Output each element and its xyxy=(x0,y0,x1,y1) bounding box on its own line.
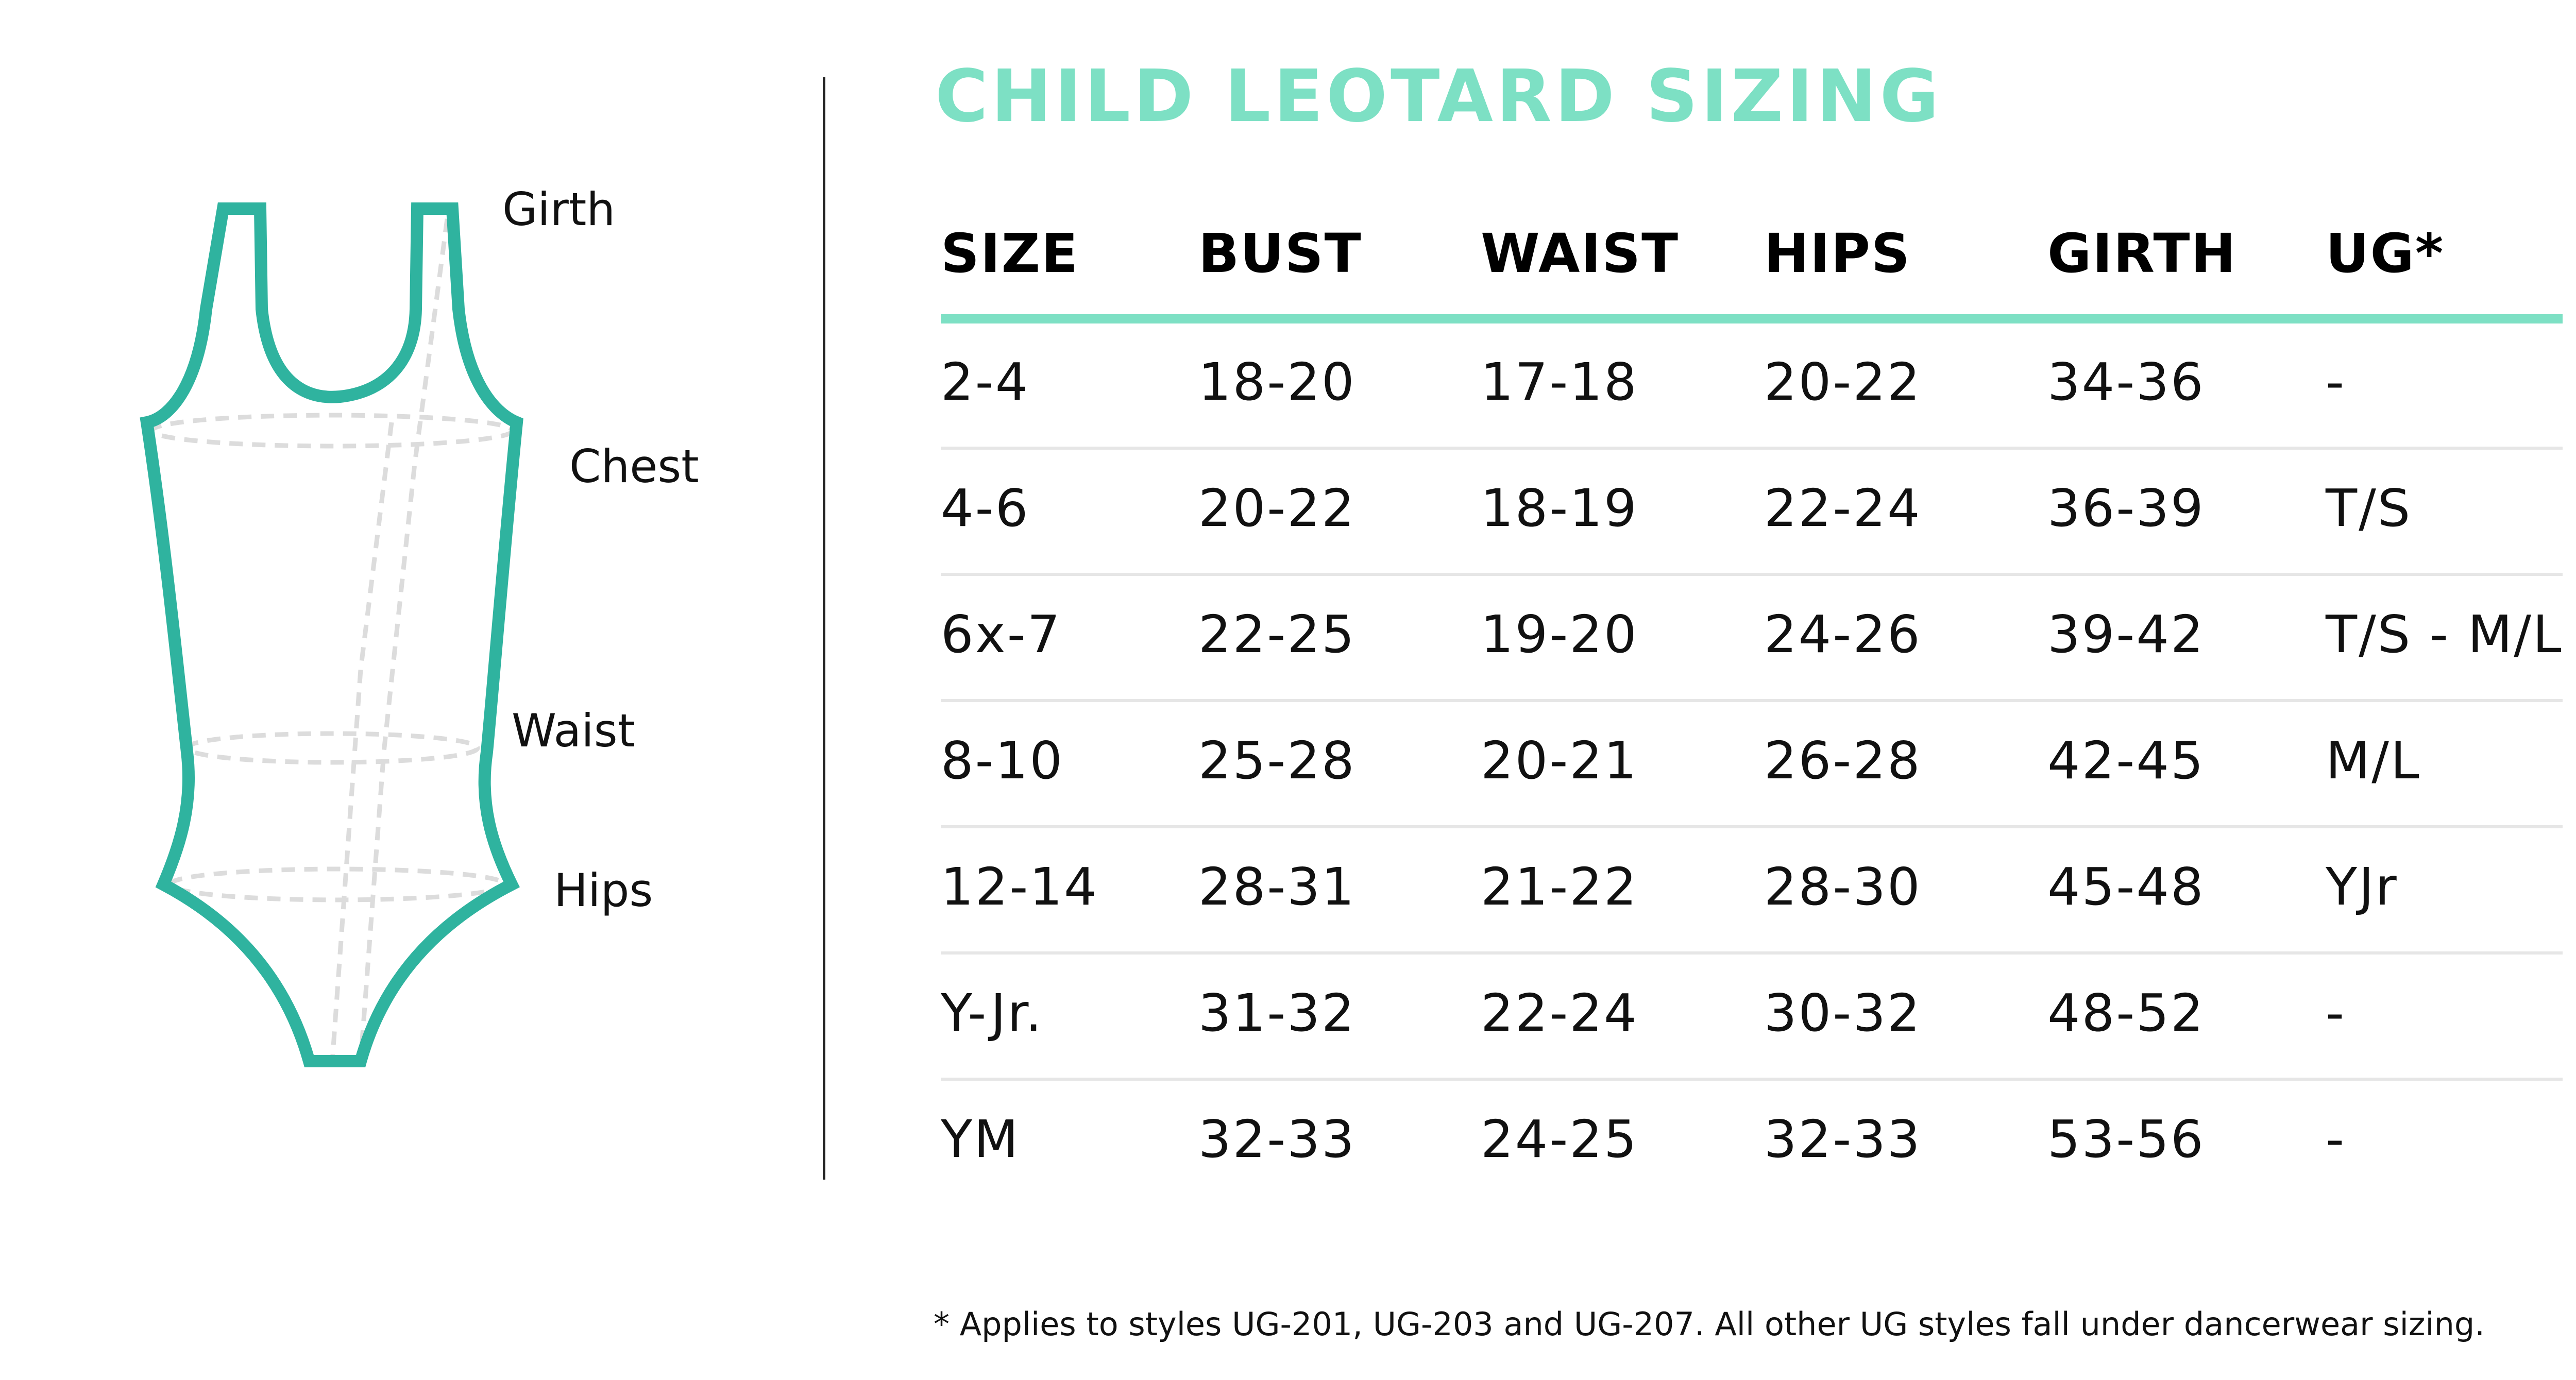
leotard-diagram: Girth Chest Waist Hips xyxy=(0,0,824,1380)
cell-size: Y-Jr. xyxy=(941,983,1044,1043)
cell-ug: - xyxy=(2326,983,2346,1043)
size-table: SIZE BUST WAIST HIPS GIRTH UG* 2-4 18-20… xyxy=(941,211,2563,1207)
hips-label: Hips xyxy=(554,864,653,917)
table-row: YM 32-33 24-25 32-33 53-56 - xyxy=(941,1081,2563,1207)
footnote: * Applies to styles UG-201, UG-203 and U… xyxy=(934,1305,2485,1343)
cell-hips: 28-30 xyxy=(1764,857,1922,917)
cell-bust: 32-33 xyxy=(1198,1109,1356,1169)
header-waist: WAIST xyxy=(1481,222,1680,285)
cell-ug: T/S - M/L xyxy=(2326,604,2563,665)
page-title: CHILD LEOTARD SIZING xyxy=(935,55,1942,139)
header-accent-line xyxy=(941,314,2563,323)
cell-waist: 19-20 xyxy=(1481,604,1638,665)
leotard-outline-icon xyxy=(140,202,523,1067)
header-hips: HIPS xyxy=(1764,222,1911,285)
table-row: 12-14 28-31 21-22 28-30 45-48 YJr xyxy=(941,828,2563,955)
cell-ug: - xyxy=(2326,1109,2346,1169)
cell-bust: 22-25 xyxy=(1198,604,1356,665)
header-size: SIZE xyxy=(941,222,1079,285)
cell-bust: 28-31 xyxy=(1198,857,1356,917)
table-header: SIZE BUST WAIST HIPS GIRTH UG* xyxy=(941,211,2563,314)
cell-hips: 20-22 xyxy=(1764,352,1922,412)
cell-girth: 34-36 xyxy=(2047,352,2205,412)
cell-hips: 24-26 xyxy=(1764,604,1922,665)
cell-size: 8-10 xyxy=(941,730,1064,791)
cell-ug: T/S xyxy=(2326,478,2412,538)
waist-label: Waist xyxy=(512,704,636,757)
girth-guide-right xyxy=(358,218,450,1062)
chest-label: Chest xyxy=(569,440,699,493)
leotard-body-outline xyxy=(140,202,523,1067)
cell-bust: 18-20 xyxy=(1198,352,1356,412)
cell-hips: 22-24 xyxy=(1764,478,1922,538)
cell-hips: 26-28 xyxy=(1764,730,1922,791)
vertical-divider xyxy=(823,77,825,1180)
girth-label: Girth xyxy=(502,183,616,236)
header-bust: BUST xyxy=(1198,222,1362,285)
cell-girth: 53-56 xyxy=(2047,1109,2205,1169)
header-ug: UG* xyxy=(2326,222,2445,285)
chest-guide xyxy=(149,413,515,449)
waist-guide xyxy=(184,731,480,765)
cell-waist: 18-19 xyxy=(1481,478,1638,538)
cell-bust: 20-22 xyxy=(1198,478,1356,538)
cell-girth: 36-39 xyxy=(2047,478,2205,538)
table-row: 6x-7 22-25 19-20 24-26 39-42 T/S - M/L xyxy=(941,576,2563,702)
cell-girth: 45-48 xyxy=(2047,857,2205,917)
cell-hips: 30-32 xyxy=(1764,983,1922,1043)
cell-ug: YJr xyxy=(2326,857,2398,917)
hips-guide xyxy=(167,866,507,902)
cell-waist: 24-25 xyxy=(1481,1109,1638,1169)
cell-waist: 17-18 xyxy=(1481,352,1638,412)
cell-ug: M/L xyxy=(2326,730,2421,791)
header-girth: GIRTH xyxy=(2047,222,2237,285)
cell-waist: 22-24 xyxy=(1481,983,1638,1043)
table-row: 4-6 20-22 18-19 22-24 36-39 T/S xyxy=(941,450,2563,576)
cell-size: 2-4 xyxy=(941,352,1030,412)
cell-size: 4-6 xyxy=(941,478,1030,538)
table-row: Y-Jr. 31-32 22-24 30-32 48-52 - xyxy=(941,955,2563,1081)
cell-waist: 21-22 xyxy=(1481,857,1638,917)
girth-guide-left xyxy=(330,422,394,1062)
cell-ug: - xyxy=(2326,352,2346,412)
table-row: 2-4 18-20 17-18 20-22 34-36 - xyxy=(941,323,2563,450)
cell-size: 6x-7 xyxy=(941,604,1062,665)
cell-bust: 25-28 xyxy=(1198,730,1356,791)
cell-girth: 39-42 xyxy=(2047,604,2205,665)
table-row: 8-10 25-28 20-21 26-28 42-45 M/L xyxy=(941,702,2563,828)
cell-girth: 48-52 xyxy=(2047,983,2205,1043)
cell-hips: 32-33 xyxy=(1764,1109,1922,1169)
cell-size: YM xyxy=(941,1109,1020,1169)
cell-girth: 42-45 xyxy=(2047,730,2205,791)
cell-size: 12-14 xyxy=(941,857,1098,917)
cell-waist: 20-21 xyxy=(1481,730,1638,791)
cell-bust: 31-32 xyxy=(1198,983,1356,1043)
